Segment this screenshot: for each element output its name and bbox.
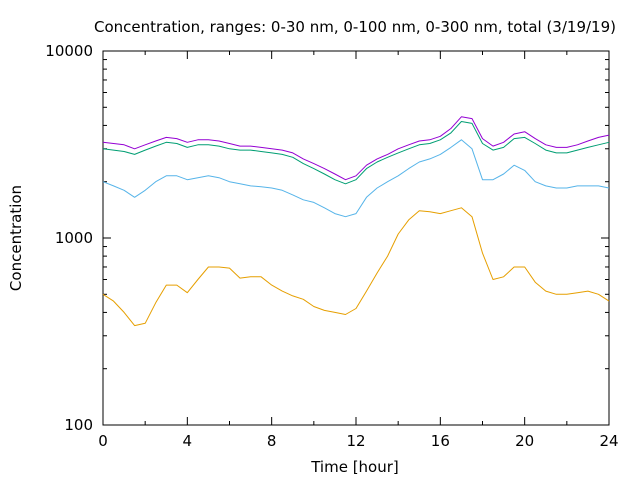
x-tick-label: 16: [431, 432, 450, 450]
series-line-4: [102, 116, 610, 181]
x-tick-label: 24: [599, 432, 618, 450]
series-line-3: [102, 121, 610, 185]
y-tick-label: 10000: [45, 42, 93, 60]
series-line-1: [102, 207, 610, 327]
y-axis-ticks: 100 1000 10000: [45, 42, 609, 434]
chart-title: Concentration, ranges: 0-30 nm, 0-100 nm…: [94, 18, 616, 36]
y-axis-label: Concentration: [7, 185, 25, 291]
y-tick-label: 100: [64, 416, 93, 434]
series-line-2: [102, 139, 610, 218]
x-tick-label: 4: [183, 432, 193, 450]
x-axis-ticks: 0 4 8 12 16 20 24: [98, 51, 619, 450]
series-layer: [102, 116, 610, 327]
x-tick-label: 20: [515, 432, 534, 450]
x-tick-label: 8: [267, 432, 277, 450]
y-tick-label: 1000: [55, 229, 93, 247]
plot-frame: [102, 50, 610, 426]
x-axis-label: Time [hour]: [310, 458, 399, 476]
x-tick-label: 12: [346, 432, 365, 450]
x-tick-label: 0: [98, 432, 108, 450]
